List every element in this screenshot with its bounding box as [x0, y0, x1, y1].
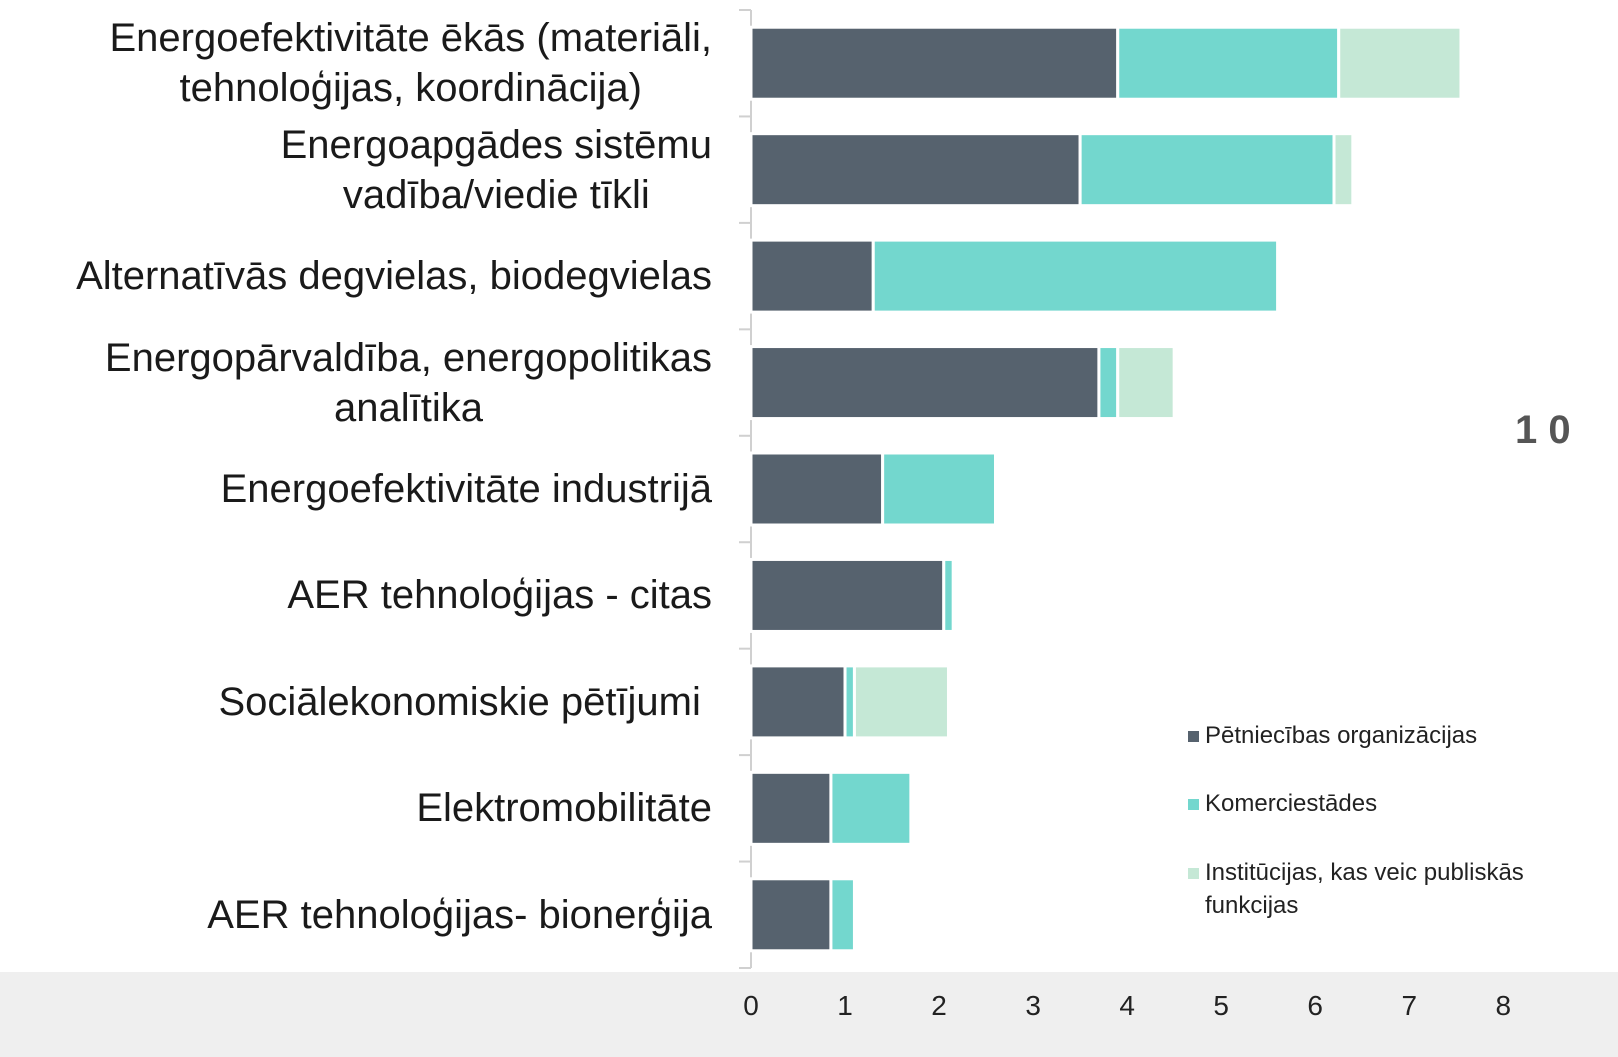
- x-tick-label: 8: [1495, 990, 1511, 1021]
- category-label: AER tehnoloģijas- bionerģija: [207, 892, 712, 937]
- bar-segment: [852, 664, 950, 740]
- legend-swatch: [1188, 868, 1199, 879]
- bar-segment: [881, 451, 997, 527]
- x-tick-label: 0: [743, 990, 759, 1021]
- category-label: Alternatīvās degvielas, biodegvielas: [76, 254, 712, 299]
- category-label: Elektromobilitāte: [416, 786, 712, 831]
- legend-swatch: [1188, 799, 1199, 810]
- legend-label: Institūcijas, kas veic publiskās funkcij…: [1205, 859, 1524, 919]
- bar-segment: [829, 877, 856, 953]
- bar-segment: [749, 345, 1101, 421]
- bar-segment: [871, 238, 1280, 314]
- legend-swatch: [1188, 731, 1199, 742]
- bar-segment: [749, 25, 1120, 101]
- bottom-band: [0, 972, 1618, 1057]
- x-tick-label: 5: [1213, 990, 1229, 1021]
- bar-segment: [749, 770, 833, 846]
- bar-segment: [942, 557, 955, 633]
- x-tick-label: 2: [931, 990, 947, 1021]
- annotation: 1 0: [1515, 408, 1571, 452]
- bar-segment: [1337, 25, 1463, 101]
- category-label: Sociālekonomiskie pētījumi: [218, 679, 712, 724]
- x-tick-label: 1: [837, 990, 853, 1021]
- bar-segment: [749, 557, 946, 633]
- bar-segment: [749, 238, 875, 314]
- legend-label: Komerciestādes: [1205, 790, 1378, 817]
- bar-segment: [1116, 25, 1341, 101]
- category-label: AER tehnoloģijas - citas: [287, 573, 712, 618]
- bar-segment: [829, 770, 913, 846]
- category-label: Energoefektivitāte ēkās (materiāli, tehn…: [109, 16, 713, 111]
- x-tick-label: 7: [1401, 990, 1417, 1021]
- bar-segment: [749, 877, 833, 953]
- bar-segment: [749, 451, 885, 527]
- bar-segment: [1097, 345, 1120, 421]
- bar-segment: [1078, 132, 1336, 208]
- category-label: Energoefektivitāte industrijā: [220, 467, 712, 511]
- x-tick-label: 3: [1025, 990, 1041, 1021]
- category-label: Energoapgādes sistēmu vadība/viedie tīkl…: [280, 122, 712, 217]
- x-tick-label: 4: [1119, 990, 1135, 1021]
- legend-label: Pētniecības organizācijas: [1205, 722, 1478, 749]
- bar-segment: [1116, 345, 1176, 421]
- category-label: Energopārvaldība, energopolitikas analīt…: [104, 335, 712, 430]
- bar-segment: [1332, 132, 1355, 208]
- bar-segment: [749, 132, 1082, 208]
- bar-segment: [749, 664, 847, 740]
- x-tick-label: 6: [1307, 990, 1323, 1021]
